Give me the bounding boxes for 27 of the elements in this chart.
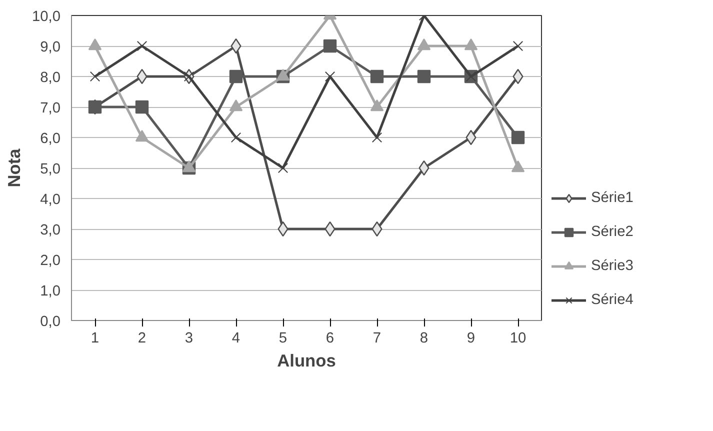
y-tick-label: 3,0 [40, 222, 60, 238]
x-tick-label: 4 [232, 330, 240, 346]
x-axis-title: Alunos [277, 350, 336, 370]
x-tick-label: 3 [184, 330, 194, 346]
x-tick-label: 6 [326, 330, 334, 346]
x-tick-label: 10 [510, 330, 526, 346]
y-axis-title: Nota [4, 148, 24, 188]
legend-label: Série1 [591, 190, 634, 206]
y-tick-label: 10,0 [32, 9, 61, 25]
y-tick-label: 1,0 [40, 284, 60, 300]
y-tick-label: 5,0 [40, 162, 60, 178]
y-tick-label: 9,0 [40, 40, 60, 56]
legend-label: Série3 [591, 258, 634, 274]
legend-label: Série4 [591, 292, 634, 308]
legend-label: Série2 [591, 224, 634, 240]
y-tick-label: 0,0 [40, 314, 60, 330]
y-tick-label: 6,0 [40, 131, 60, 147]
x-tick-label: 2 [138, 330, 146, 346]
y-tick-label: 4,0 [40, 192, 60, 208]
x-tick-label: 1 [90, 330, 100, 346]
y-tick-label: 2,0 [40, 253, 60, 269]
x-tick-label: 7 [372, 330, 382, 346]
y-tick-label: 8,0 [40, 70, 60, 86]
x-tick-label: 8 [420, 330, 428, 346]
x-tick-label: 5 [278, 330, 288, 346]
y-tick-label: 7,0 [40, 100, 60, 116]
x-tick-label: 9 [466, 330, 476, 346]
